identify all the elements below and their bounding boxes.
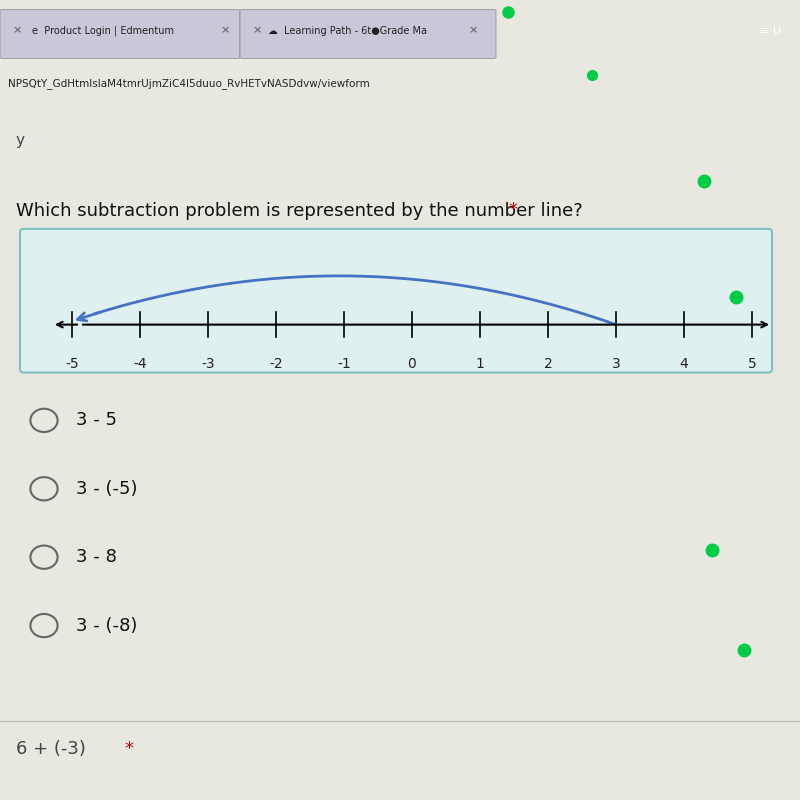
Text: NPSQtY_GdHtmlslaM4tmrUjmZiC4I5duuo_RvHETvNASDdvw/viewform: NPSQtY_GdHtmlslaM4tmrUjmZiC4I5duuo_RvHET…: [8, 78, 370, 90]
FancyBboxPatch shape: [240, 10, 496, 58]
Text: -1: -1: [337, 358, 351, 371]
Text: ×: ×: [468, 26, 478, 35]
Text: ≡ U: ≡ U: [760, 26, 781, 35]
Text: -5: -5: [65, 358, 79, 371]
Text: *: *: [124, 740, 133, 758]
Text: 2: 2: [544, 358, 552, 371]
FancyBboxPatch shape: [20, 229, 772, 373]
FancyBboxPatch shape: [0, 10, 240, 58]
Text: e  Product Login | Edmentum: e Product Login | Edmentum: [32, 26, 174, 36]
Text: 3 - 8: 3 - 8: [76, 548, 117, 566]
Text: -3: -3: [201, 358, 215, 371]
Text: 0: 0: [408, 358, 416, 371]
Text: -4: -4: [133, 358, 147, 371]
Text: ×: ×: [220, 26, 230, 35]
Text: 3 - 5: 3 - 5: [76, 411, 117, 430]
Text: -2: -2: [269, 358, 283, 371]
Text: 4: 4: [680, 358, 688, 371]
Text: 6 + (-3): 6 + (-3): [16, 740, 92, 758]
Text: ☁  Learning Path - 6t●Grade Ma: ☁ Learning Path - 6t●Grade Ma: [268, 26, 427, 35]
Text: y: y: [16, 133, 25, 148]
Text: 3 - (-5): 3 - (-5): [76, 480, 138, 498]
Text: ×: ×: [12, 26, 22, 35]
Text: 3: 3: [612, 358, 620, 371]
Text: ×: ×: [252, 26, 262, 35]
Text: 3 - (-8): 3 - (-8): [76, 617, 138, 634]
Text: *: *: [508, 202, 517, 219]
Text: 1: 1: [475, 358, 485, 371]
Text: Which subtraction problem is represented by the number line?: Which subtraction problem is represented…: [16, 202, 582, 219]
Text: 5: 5: [748, 358, 756, 371]
